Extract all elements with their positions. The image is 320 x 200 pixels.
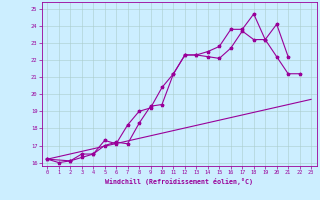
X-axis label: Windchill (Refroidissement éolien,°C): Windchill (Refroidissement éolien,°C) [105,178,253,185]
